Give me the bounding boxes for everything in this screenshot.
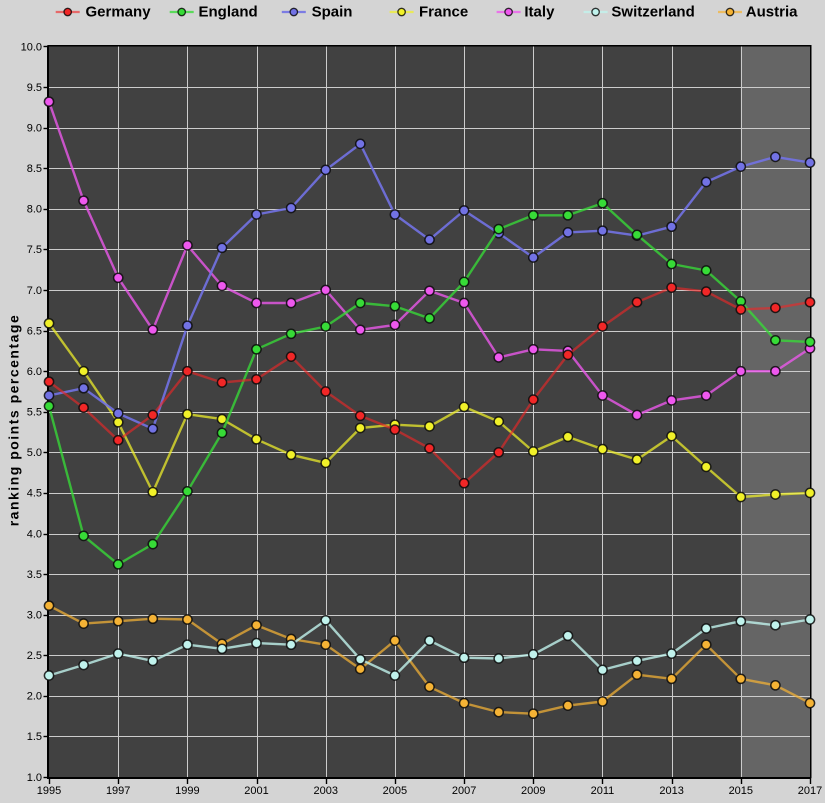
svg-text:8.5: 8.5 — [27, 163, 42, 175]
svg-text:2.0: 2.0 — [27, 691, 42, 703]
svg-text:7.0: 7.0 — [27, 285, 42, 297]
svg-text:Switzerland: Switzerland — [611, 4, 694, 21]
svg-text:Spain: Spain — [312, 4, 353, 21]
svg-text:5.0: 5.0 — [27, 447, 42, 459]
svg-text:2001: 2001 — [244, 785, 268, 797]
svg-text:2003: 2003 — [313, 785, 337, 797]
svg-text:Germany: Germany — [86, 4, 152, 21]
svg-text:5.5: 5.5 — [27, 407, 42, 419]
svg-text:10.0: 10.0 — [21, 41, 42, 53]
svg-text:9.0: 9.0 — [27, 122, 42, 134]
svg-text:ranking points percentage: ranking points percentage — [6, 314, 22, 527]
svg-text:2017: 2017 — [798, 785, 822, 797]
svg-text:9.5: 9.5 — [27, 82, 42, 94]
svg-text:2013: 2013 — [659, 785, 683, 797]
svg-text:2007: 2007 — [452, 785, 476, 797]
svg-text:2005: 2005 — [383, 785, 407, 797]
svg-text:4.0: 4.0 — [27, 528, 42, 540]
svg-text:2015: 2015 — [729, 785, 753, 797]
svg-text:Austria: Austria — [746, 4, 798, 21]
svg-text:France: France — [419, 4, 468, 21]
svg-text:6.5: 6.5 — [27, 325, 42, 337]
svg-text:1997: 1997 — [106, 785, 130, 797]
svg-text:4.5: 4.5 — [27, 488, 42, 500]
svg-text:3.5: 3.5 — [27, 569, 42, 581]
svg-text:6.0: 6.0 — [27, 366, 42, 378]
svg-text:England: England — [199, 4, 258, 21]
svg-text:1.5: 1.5 — [27, 731, 42, 743]
svg-text:1.0: 1.0 — [27, 772, 42, 784]
svg-text:2009: 2009 — [521, 785, 545, 797]
svg-text:8.0: 8.0 — [27, 204, 42, 216]
svg-text:1995: 1995 — [37, 785, 61, 797]
svg-text:3.0: 3.0 — [27, 609, 42, 621]
svg-text:7.5: 7.5 — [27, 244, 42, 256]
svg-text:2011: 2011 — [591, 785, 615, 797]
svg-text:Italy: Italy — [524, 4, 555, 21]
svg-text:1999: 1999 — [175, 785, 199, 797]
svg-text:2.5: 2.5 — [27, 650, 42, 662]
